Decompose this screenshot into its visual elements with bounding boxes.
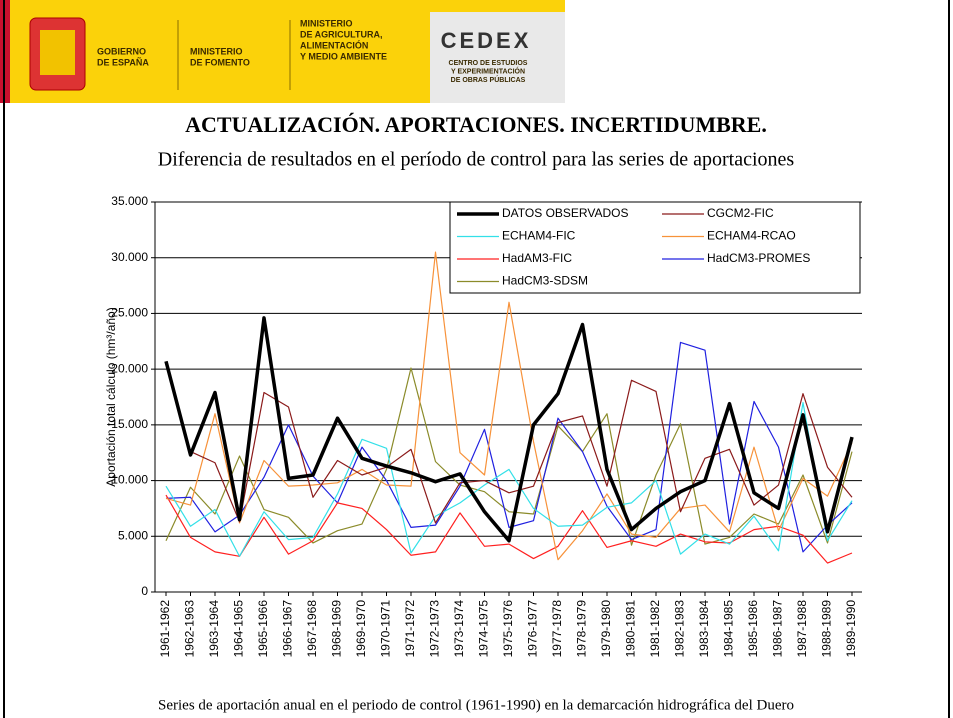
series-line — [165, 367, 853, 546]
y-tick-label: 10.000 — [111, 473, 148, 487]
x-tick-label: 1985-1986 — [746, 600, 760, 658]
legend-label: HadAM3-FIC — [502, 251, 572, 265]
x-tick-label: 1967-1968 — [305, 600, 319, 658]
logo-text: DE ESPAÑA — [97, 57, 149, 67]
y-tick-label: 5.000 — [118, 528, 148, 542]
x-tick-label: 1968-1969 — [330, 600, 344, 658]
caption: Series de aportación anual en el periodo… — [158, 697, 794, 713]
legend-box — [449, 201, 861, 294]
logo-text: CENTRO DE ESTUDIOS — [449, 60, 528, 67]
x-tick-label: 1989-1990 — [844, 600, 858, 658]
legend-label: CGCM2-FIC — [707, 206, 774, 220]
series-line — [165, 341, 853, 553]
logo-text: DE AGRICULTURA, — [300, 29, 383, 39]
x-tick-label: 1974-1975 — [477, 600, 491, 658]
slide-subtitle: Diferencia de resultados en el período d… — [158, 149, 795, 171]
x-tick-label: 1981-1982 — [648, 600, 662, 658]
x-tick-label: 1966-1967 — [281, 600, 295, 658]
series-line — [165, 251, 853, 561]
x-tick-label: 1977-1978 — [550, 600, 564, 658]
legend-label: HadCM3-PROMES — [707, 251, 810, 265]
cedex-logo: CEDEX — [441, 28, 532, 53]
series-line — [165, 494, 853, 564]
coat-of-arms-inner — [40, 30, 75, 75]
x-tick-label: 1988-1989 — [820, 600, 834, 658]
legend-label: ECHAM4-FIC — [502, 229, 576, 243]
x-tick-label: 1984-1985 — [722, 600, 736, 658]
x-tick-label: 1972-1973 — [428, 600, 442, 658]
x-tick-label: 1979-1980 — [599, 600, 613, 658]
logo-text: ALIMENTACIÓN — [300, 39, 368, 50]
y-tick-label: 0 — [141, 584, 148, 598]
logo-text: DE OBRAS PÚBLICAS — [451, 75, 526, 84]
x-tick-label: 1962-1963 — [183, 600, 197, 658]
logo-text: DE FOMENTO — [190, 57, 250, 67]
logo-text: Y MEDIO AMBIENTE — [300, 51, 387, 61]
logo-text: GOBIERNO — [97, 46, 146, 56]
x-tick-label: 1980-1981 — [624, 600, 638, 658]
logo-text: MINISTERIO — [190, 46, 243, 56]
x-tick-label: 1978-1979 — [575, 600, 589, 658]
cedex-box — [430, 12, 565, 103]
x-tick-label: 1976-1977 — [526, 600, 540, 658]
x-tick-label: 1965-1966 — [256, 600, 270, 658]
x-tick-label: 1971-1972 — [403, 600, 417, 658]
x-tick-label: 1969-1970 — [354, 600, 368, 658]
legend-label: ECHAM4-RCAO — [707, 229, 796, 243]
y-tick-label: 30.000 — [111, 250, 148, 264]
y-axis-label: Aportación total cálculo (hm³/año) — [104, 307, 118, 486]
series-line — [165, 401, 853, 557]
x-tick-label: 1975-1976 — [501, 600, 515, 658]
x-tick-label: 1973-1974 — [452, 600, 466, 658]
logo-text: Y EXPERIMENTACIÓN — [451, 66, 525, 75]
y-tick-label: 35.000 — [111, 194, 148, 208]
x-tick-label: 1987-1988 — [795, 600, 809, 658]
x-tick-label: 1964-1965 — [232, 600, 246, 658]
logo-text: MINISTERIO — [300, 18, 353, 28]
series-line — [165, 363, 853, 524]
series-line — [164, 316, 854, 543]
x-tick-label: 1986-1987 — [771, 600, 785, 658]
x-tick-label: 1970-1971 — [379, 600, 393, 658]
y-tick-label: 25.000 — [111, 306, 148, 320]
y-tick-label: 15.000 — [111, 417, 148, 431]
y-tick-label: 20.000 — [111, 361, 148, 375]
x-tick-label: 1983-1984 — [697, 600, 711, 658]
slide-title: ACTUALIZACIÓN. APORTACIONES. INCERTIDUMB… — [185, 112, 767, 137]
legend-label: HadCM3-SDSM — [502, 274, 588, 288]
legend-label: DATOS OBSERVADOS — [502, 206, 628, 220]
x-tick-label: 1963-1964 — [207, 600, 221, 658]
x-tick-label: 1961-1962 — [158, 600, 172, 658]
x-tick-label: 1982-1983 — [673, 600, 687, 658]
